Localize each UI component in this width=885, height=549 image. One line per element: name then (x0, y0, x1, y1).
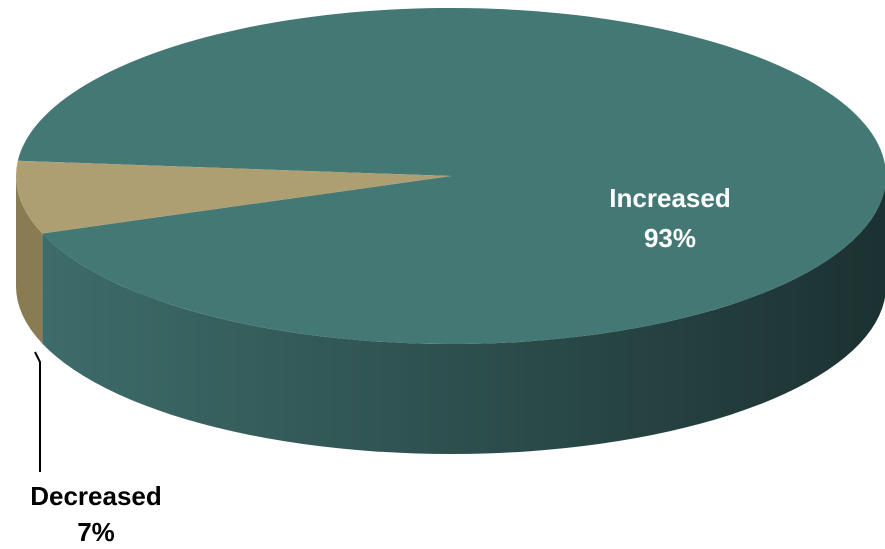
pie-side-increased (42, 186, 885, 454)
pie-side-decreased (16, 176, 43, 344)
pie-side-walls (16, 176, 885, 454)
pie-slice-increased (17, 8, 885, 344)
slice-label-decreased: Decreased (30, 481, 162, 511)
slice-value-decreased: 7% (77, 517, 115, 547)
decreased-leader-line (34, 351, 41, 472)
pie-slice-decreased (16, 160, 452, 234)
pie-labels: Increased 93% Decreased 7% (30, 183, 730, 547)
slice-label-increased: Increased (609, 183, 730, 213)
pie-top-faces (16, 8, 885, 344)
slice-value-increased: 93% (644, 223, 696, 253)
